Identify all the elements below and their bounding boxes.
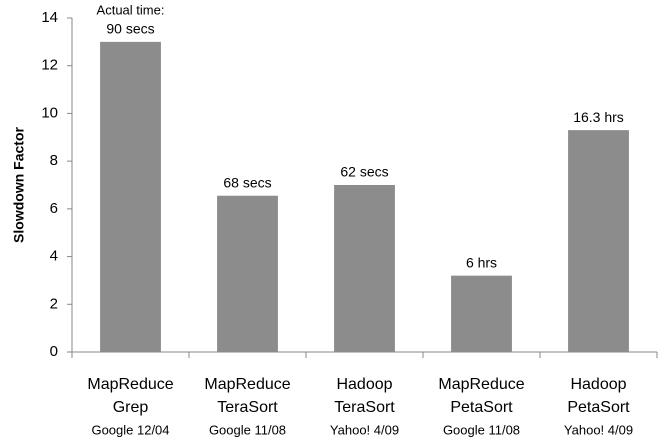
y-tick-label: 4 [50,248,58,265]
y-tick-label: 0 [50,343,58,360]
annotation: 62 secs [340,164,388,180]
x-tick-label: TeraSort [217,399,278,416]
x-tick-label: Google 11/08 [443,422,520,437]
annotation: 6 hrs [466,254,497,270]
y-tick-label: 14 [41,9,58,26]
x-tick-label: Hadoop [570,376,626,393]
x-tick-label: MapReduce [438,376,524,393]
bar [334,185,395,352]
x-tick-label: PetaSort [450,399,513,416]
annotation: 16.3 hrs [573,109,624,125]
annotation: 68 secs [223,174,271,190]
x-tick-label: Hadoop [336,376,392,393]
y-tick-label: 12 [41,57,58,74]
x-tick-label: MapReduce [204,376,290,393]
bar [568,130,629,352]
x-tick-label: Google 11/08 [209,422,286,437]
y-tick-label: 10 [41,104,58,121]
x-tick-label: Yahoo! 4/09 [564,422,633,437]
y-tick-label: 2 [50,295,58,312]
y-tick-label: 8 [50,152,58,169]
y-tick-label: 6 [50,200,58,217]
y-axis-label: Slowdown Factor [11,127,27,243]
bar [451,275,512,352]
x-tick-label: PetaSort [567,399,630,416]
annotation-title: Actual time: [97,2,165,17]
x-tick-label: Grep [113,399,149,416]
x-tick-label: Yahoo! 4/09 [330,422,399,437]
annotation: 90 secs [106,21,154,37]
x-tick-label: MapReduce [87,376,173,393]
x-tick-label: TeraSort [334,399,395,416]
x-tick-label: Google 12/04 [91,422,169,437]
bar [100,41,161,352]
bar [217,195,278,352]
